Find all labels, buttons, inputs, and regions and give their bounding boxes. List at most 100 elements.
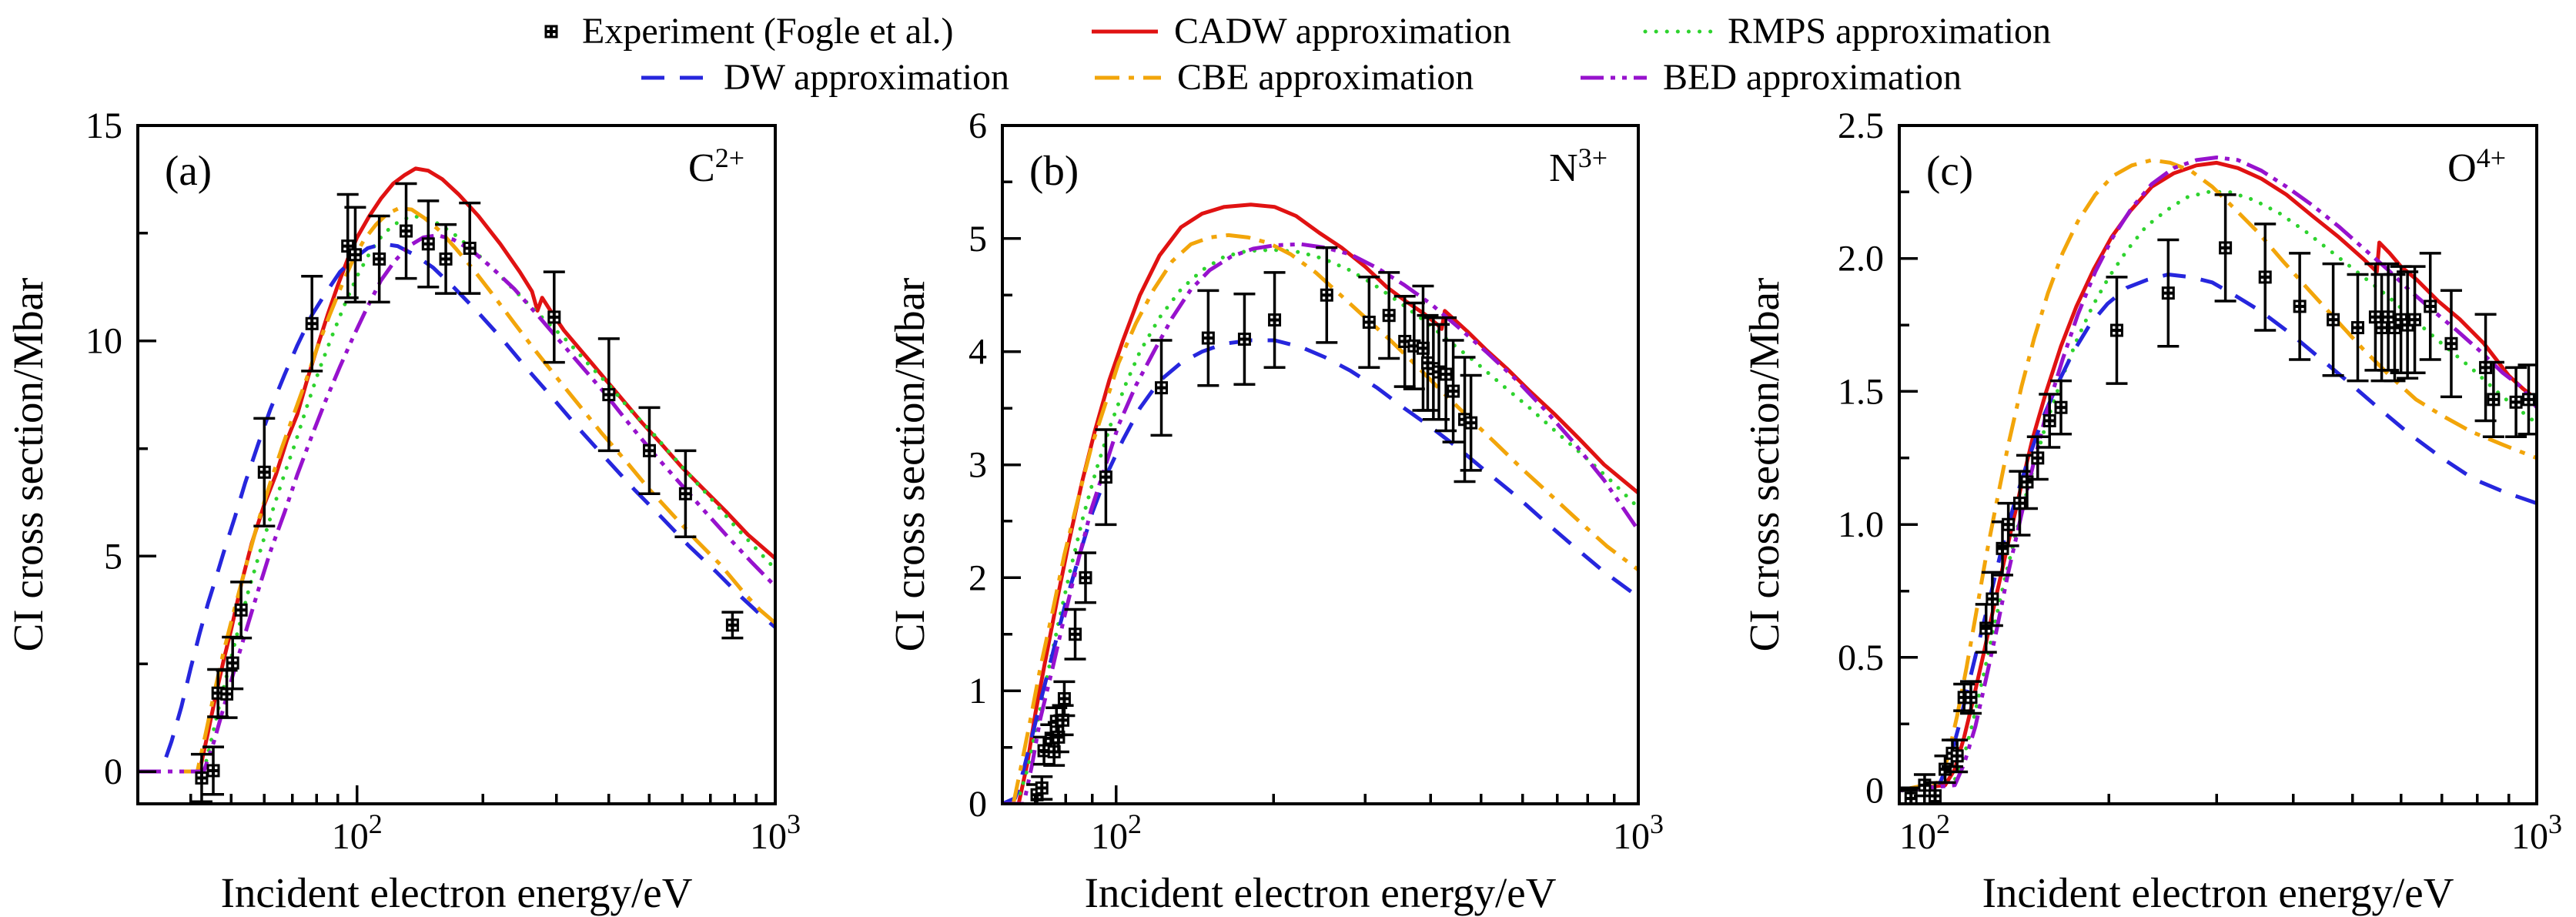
x-axis-c: 102 103 [1899, 785, 2562, 857]
panel-c: 102 103 0 0.5 1.0 1.5 2.0 2.5 (c) O4+ CI cross sec… [1741, 105, 2562, 916]
experiment-point-marker [373, 252, 386, 266]
data-point [2289, 252, 2311, 361]
x-axis-a: 102 103 [189, 785, 801, 857]
y-tick-label: 5 [104, 536, 122, 577]
legend-item-cadw: CADW approximation [1089, 9, 1511, 54]
series-dw-b [1002, 338, 1638, 804]
x-tick-label: 103 [2511, 808, 2562, 857]
data-point [2474, 313, 2497, 423]
data-point [2009, 470, 2031, 537]
series-group-c [1899, 156, 2537, 793]
axes-box-c [1898, 124, 2538, 805]
experiment-point-marker [2408, 313, 2422, 326]
data-point [1358, 276, 1380, 369]
data-point [2482, 360, 2504, 438]
cadw-line-icon [1089, 9, 1160, 54]
legend-item-rmps: RMPS approximation [1643, 9, 2051, 54]
y-tick-label: 1.5 [1838, 371, 1884, 412]
data-point [674, 449, 697, 538]
x-axis-b: 102 103 [1034, 785, 1664, 857]
data-point [1053, 680, 1076, 718]
data-point [2404, 265, 2426, 375]
axes-box-a [136, 124, 777, 805]
y-tick-label: 2 [969, 557, 987, 598]
x-axis-title-a: Incident electron energy/eV [221, 869, 693, 916]
experiment-point-marker [1464, 416, 1478, 430]
experiment-point-marker [642, 443, 656, 457]
series-rmps-b [1015, 248, 1638, 804]
x-tick-label: 102 [1091, 808, 1142, 857]
y-tick-label: 0 [104, 751, 122, 792]
experiment-point-marker [2479, 360, 2493, 374]
series-rmps-c [1900, 189, 2537, 793]
experiment-point-marker [1268, 313, 1282, 327]
x-tick-label: 103 [1613, 808, 1664, 857]
experiment-point-marker [2258, 270, 2272, 284]
experiment-point-marker [2109, 323, 2123, 337]
data-point [2039, 393, 2061, 449]
series-group-b [1002, 202, 1638, 804]
data-point [2517, 363, 2537, 436]
ion-label-a: C2+ [688, 142, 744, 190]
data-point [543, 270, 565, 364]
experiment-point-marker [2161, 286, 2175, 300]
legend-label-cadw: CADW approximation [1174, 11, 1511, 52]
data-point [2106, 276, 2128, 385]
data-point [435, 223, 457, 295]
experiment-point-marker [2351, 321, 2365, 335]
experiment-point-marker [1237, 333, 1251, 346]
data-point [253, 417, 276, 527]
data-point [459, 201, 481, 295]
y-axis-c: 0 0.5 1.0 1.5 2.0 2.5 [1838, 105, 1918, 812]
experiment-point-marker [547, 310, 561, 324]
experiment-point-marker [226, 656, 239, 670]
data-point [1378, 271, 1400, 360]
x-axis-title-c: Incident electron energy/eV [1982, 869, 2454, 916]
experiment-point-marker [1979, 621, 1993, 635]
bed-line-icon [1578, 55, 1649, 100]
data-point [1074, 551, 1096, 604]
experiment-point-marker [1201, 331, 1215, 345]
experiment-point-marker [257, 465, 271, 479]
experiment-point-marker [2219, 241, 2233, 255]
series-bed-c [1899, 156, 2537, 793]
y-tick-label: 3 [969, 445, 987, 486]
y-tick-label: 6 [969, 105, 987, 146]
data-point [721, 611, 744, 640]
experiment-point-marker [602, 388, 616, 402]
series-cadw-a [197, 166, 775, 772]
data-point [1095, 428, 1117, 527]
experiment-point-marker [421, 237, 435, 251]
series-cbe-c [1899, 158, 2537, 793]
data-point [2214, 193, 2236, 303]
y-axis-title-c: CI cross section/Mbar [1741, 278, 1788, 652]
dw-line-icon [639, 55, 710, 100]
experiment-point-marker [2042, 413, 2056, 427]
experiment-point-marker [2012, 497, 2026, 510]
rmps-line-icon [1643, 9, 1714, 54]
experiment-point-marker [2054, 400, 2068, 414]
panel-b: 102 103 0 1 2 3 4 5 6 (b) N3+ CI cross section/Mbar… [886, 105, 1664, 916]
experiment-point-marker [2327, 313, 2340, 326]
data-point [1393, 294, 1416, 388]
series-cadw-c [1899, 160, 2537, 793]
data-point [2347, 273, 2369, 383]
data-point [395, 182, 417, 280]
data-point [638, 406, 661, 496]
experiment-point-marker [1382, 309, 1396, 323]
data-point [2322, 262, 2344, 377]
experiment-point-marker [1986, 592, 1999, 606]
experiment-point-marker [2368, 310, 2382, 324]
data-point [2505, 366, 2527, 438]
experiment-point-marker [544, 25, 558, 38]
y-axis-a: 0 5 10 15 [85, 105, 156, 792]
experiment-point-marker [234, 603, 248, 617]
data-point [190, 752, 212, 803]
legend-label-bed: BED approximation [1663, 57, 1962, 98]
experiment-point-marker [1447, 384, 1460, 398]
y-tick-label: 10 [85, 321, 122, 362]
x-tick-label: 103 [750, 808, 801, 857]
experiment-point-marker [2020, 475, 2034, 489]
experiment-point-marker [1035, 781, 1049, 795]
